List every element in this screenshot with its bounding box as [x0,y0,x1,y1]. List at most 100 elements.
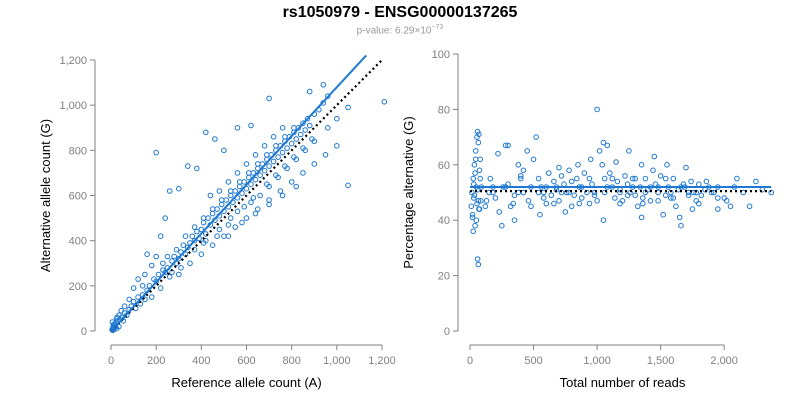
left-data-point [160,260,166,267]
left-data-point [300,170,306,176]
left-data-point [282,163,288,169]
right-data-point [632,175,639,182]
left-data-point [282,134,288,140]
left-x-tick-label: 1,200 [368,355,396,367]
right-data-point [655,198,661,204]
left-data-point [142,271,148,278]
left-data-point [166,188,173,194]
left-data-point [148,294,155,300]
right-data-point [511,217,518,223]
left-data-point [320,82,327,88]
left-x-tick-label: 1,000 [323,355,351,367]
right-data-point [678,222,684,229]
left-y-axis-label: Alternative allele count (G) [38,119,53,272]
left-data-point [187,260,193,267]
left-data-point [191,237,198,244]
left-data-point [264,181,270,187]
left-data-point [309,136,315,142]
right-data-point [472,170,478,176]
left-data-point [291,154,297,160]
right-data-point [469,214,476,221]
right-data-point [635,203,641,210]
left-data-point [243,215,250,221]
right-data-point [543,200,550,207]
left-data-point [243,161,250,167]
right-x-tick-label: 1,000 [583,355,611,367]
right-data-point [664,162,670,168]
left-data-point [266,201,272,208]
right-data-point [518,173,524,179]
right-data-point [617,200,623,207]
right-data-point [524,148,531,154]
right-data-point [689,206,696,212]
left-data-point [166,274,173,280]
right-data-point [640,195,646,201]
right-y-tick-label: 0 [444,326,450,338]
chart-title: rs1050979 - ENSG00000137265 [282,4,518,21]
right-data-point [652,181,659,187]
right-data-point [693,198,700,204]
left-data-point [252,176,259,183]
left-data-point [234,125,241,131]
right-data-point [685,189,692,196]
right-data-point [537,211,543,218]
right-data-point [561,181,567,187]
left-data-point [194,228,200,235]
left-data-point [252,152,259,158]
left-data-point [142,296,148,303]
right-data-point [475,261,482,268]
right-data-point [673,203,679,210]
right-data-point [472,222,478,229]
left-data-point [288,179,295,185]
right-data-point [683,164,689,171]
right-data-point [474,256,481,262]
left-data-point [135,294,141,300]
right-data-point [614,178,621,185]
right-data-point [696,181,702,187]
left-data-point [297,131,304,138]
right-data-point [535,175,542,182]
right-data-point [632,192,639,199]
left-data-point [200,215,207,221]
left-data-point [264,152,270,158]
right-y-tick-label: 20 [438,271,450,283]
left-data-point [241,204,247,210]
right-data-point [613,159,619,165]
left-data-point [279,192,286,199]
left-x-tick-label: 800 [282,355,300,367]
right-data-point [612,195,618,201]
right-data-point [594,106,600,113]
left-data-point [205,215,211,221]
right-data-point [558,173,565,179]
left-data-point [153,149,159,156]
left-data-point [261,143,268,149]
left-data-point [279,125,286,131]
right-data-point [535,189,542,196]
right-data-point [472,148,479,154]
right-data-point [568,178,575,185]
left-data-point [254,161,261,167]
left-data-point [270,134,277,140]
left-data-point [200,240,207,246]
left-reference-line [110,59,383,332]
right-data-point [662,192,669,199]
right-data-point [469,211,476,218]
left-x-tick-label: 400 [192,355,210,367]
left-data-point [261,167,268,174]
left-data-point [130,298,137,305]
left-data-point [266,163,272,169]
right-y-tick-label: 60 [438,160,450,172]
left-data-point [209,206,216,212]
right-data-point [566,189,572,196]
left-data-point [180,242,187,248]
right-data-point [470,228,477,235]
right-data-point [607,170,613,176]
left-data-point [345,104,351,111]
right-data-point [476,131,482,138]
left-data-point [277,188,284,194]
left-data-point [162,269,168,276]
left-data-point [118,307,124,314]
left-data-point [130,285,137,291]
left-data-point [248,122,254,129]
left-data-point [234,170,241,176]
